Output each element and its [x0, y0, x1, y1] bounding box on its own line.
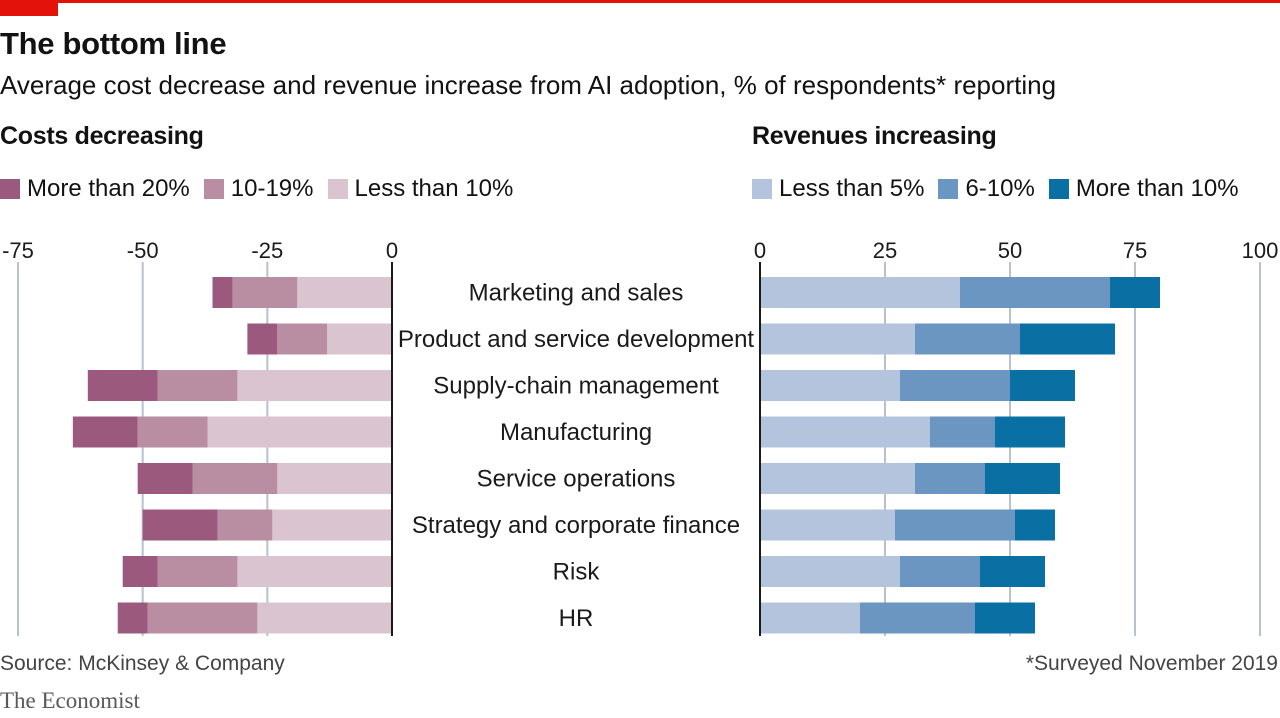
revenues-bar [895, 509, 1015, 541]
legend-label: More than 20% [27, 175, 190, 202]
revenues-bar [760, 602, 860, 634]
revenues-bar [900, 370, 1010, 401]
revenues-bar [760, 323, 915, 355]
revenues-bar [760, 509, 895, 541]
category-label: Strategy and corporate finance [412, 512, 740, 539]
revenues-tick-label: 25 [873, 238, 897, 263]
legend-label: 10-19% [230, 175, 314, 202]
costs-bar [272, 509, 392, 541]
legend-label: Less than 5% [779, 175, 925, 202]
costs-bar [147, 602, 258, 634]
costs-bar [277, 463, 392, 494]
revenues-bar [960, 277, 1110, 308]
costs-bar [157, 370, 238, 401]
brand-top-block [0, 0, 58, 16]
legend-label: 6-10% [965, 175, 1035, 202]
costs-tick-label: -50 [127, 238, 159, 263]
revenues-bar [760, 416, 930, 448]
costs-bar [137, 416, 208, 448]
legend-label: Less than 10% [354, 175, 514, 202]
revenues-bar [980, 556, 1045, 587]
revenues-tick-label: 75 [1123, 238, 1147, 263]
legend-swatch [0, 179, 20, 199]
revenues-tick-label: 100 [1242, 238, 1279, 263]
legend-item-costs-more-than-20: More than 20% [0, 175, 190, 203]
costs-bar [137, 463, 193, 494]
legend-item-costs-10-19: 10-19% [203, 175, 314, 203]
costs-tick-label: -25 [251, 238, 283, 263]
costs-bar [237, 370, 392, 401]
costs-bar [297, 277, 392, 308]
revenues-bar [985, 463, 1060, 494]
category-label: Manufacturing [500, 419, 652, 446]
revenues-bar [760, 556, 900, 587]
legend-swatch [938, 179, 959, 199]
category-label: Marketing and sales [469, 280, 684, 307]
category-label: Risk [553, 559, 601, 586]
costs-panel-title: Costs decreasing [0, 122, 204, 150]
footnote: *Surveyed November 2019 [1025, 652, 1278, 675]
revenues-panel-title: Revenues increasing [752, 122, 997, 150]
revenues-bar [760, 370, 900, 401]
chart-title: The bottom line [0, 26, 227, 61]
costs-legend: More than 20% 10-19% Less than 10% [0, 174, 527, 204]
costs-bar [277, 323, 328, 355]
costs-tick-label: -75 [2, 238, 34, 263]
revenues-bar [975, 602, 1035, 634]
category-label: HR [559, 605, 594, 632]
revenues-bar [995, 416, 1065, 448]
costs-bar [327, 323, 392, 355]
legend-swatch [203, 179, 224, 199]
legend-label: More than 10% [1075, 175, 1239, 202]
revenues-bar [1020, 323, 1115, 355]
publisher-logo: The Economist [0, 688, 140, 713]
costs-bar [87, 370, 158, 401]
legend-swatch [752, 179, 772, 199]
revenues-bar [1110, 277, 1160, 308]
revenues-bar [900, 556, 980, 587]
revenues-tick-label: 50 [998, 238, 1022, 263]
costs-bar [217, 509, 273, 541]
category-label: Supply-chain management [433, 373, 719, 400]
legend-swatch [327, 179, 348, 199]
source-note: Source: McKinsey & Company [0, 652, 285, 675]
legend-item-revenues-6-10: 6-10% [938, 175, 1035, 203]
revenues-bar [760, 277, 960, 308]
costs-bar [142, 509, 218, 541]
revenues-legend: Less than 5% 6-10% More than 10% [752, 174, 1253, 204]
costs-bar [117, 602, 148, 634]
legend-item-costs-less-than-10: Less than 10% [327, 175, 514, 203]
legend-swatch [1048, 179, 1069, 199]
revenues-bar [1010, 370, 1075, 401]
costs-bar [232, 277, 298, 308]
costs-bar [192, 463, 278, 494]
costs-bar [122, 556, 158, 587]
revenues-bar [860, 602, 975, 634]
revenues-tick-label: 0 [754, 238, 766, 263]
brand-top-rule [0, 0, 1280, 3]
costs-bar [207, 416, 392, 448]
costs-bar [237, 556, 392, 587]
costs-tick-label: 0 [386, 238, 398, 263]
revenues-bar [915, 463, 985, 494]
revenues-bar [915, 323, 1020, 355]
revenues-bar [930, 416, 995, 448]
revenues-bar [1015, 509, 1055, 541]
costs-bar [247, 323, 278, 355]
category-label: Product and service development [398, 326, 755, 353]
legend-item-revenues-less-than-5: Less than 5% [752, 175, 924, 203]
costs-bar [157, 556, 238, 587]
category-label: Service operations [477, 466, 676, 493]
costs-bar [72, 416, 138, 448]
legend-item-revenues-more-than-10: More than 10% [1048, 175, 1239, 203]
costs-bar [257, 602, 392, 634]
revenues-bar [760, 463, 915, 494]
costs-bar [212, 277, 233, 308]
chart-subtitle: Average cost decrease and revenue increa… [0, 70, 1057, 100]
